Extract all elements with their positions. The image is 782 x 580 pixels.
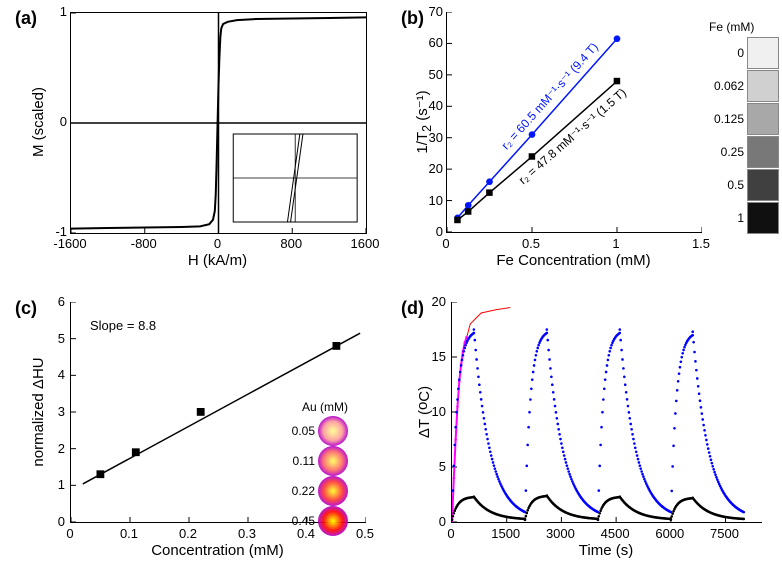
panel-b-gradient: Fe (mM)00.0620.1250.250.51	[709, 20, 779, 234]
panel-d-plot	[451, 302, 762, 523]
figure-container: (a) H (kA/m) M (scaled) -1600-8000800160…	[0, 0, 782, 580]
panel-a: (a) H (kA/m) M (scaled) -1600-8000800160…	[0, 0, 391, 290]
panel-a-plot	[70, 12, 367, 234]
panel-b: (b) r₂ = 60.5 mM⁻¹·s⁻¹ (9.4 T)r₂ = 47.8 …	[391, 0, 782, 290]
panel-b-plot: r₂ = 60.5 mM⁻¹·s⁻¹ (9.4 T)r₂ = 47.8 mM⁻¹…	[446, 12, 702, 233]
panel-d: (d) Time (s) ΔT (oC) 0150030004500600075…	[391, 290, 782, 580]
panel-d-svg	[452, 302, 762, 522]
panel-c-slope-text: Slope = 8.8	[90, 318, 156, 333]
panel-b-xlabel: Fe Concentration (mM)	[446, 252, 701, 269]
panel-d-xlabel: Time (s)	[451, 542, 761, 559]
panel-a-xlabel: H (kA/m)	[70, 252, 365, 269]
svg-text:r₂ = 60.5 mM⁻¹·s⁻¹ (9.4 T): r₂ = 60.5 mM⁻¹·s⁻¹ (9.4 T)	[498, 40, 600, 152]
panel-a-svg	[71, 13, 366, 233]
panel-c: (c) Concentration (mM) normalized ΔHU 00…	[0, 290, 391, 580]
panel-c-inset: Au (mM)0.050.110.220.45	[268, 400, 348, 536]
panel-b-svg: r₂ = 60.5 mM⁻¹·s⁻¹ (9.4 T)r₂ = 47.8 mM⁻¹…	[447, 12, 702, 232]
panel-c-xlabel: Concentration (mM)	[70, 542, 365, 559]
panel-c-ylabel: normalized ΔHU	[30, 302, 47, 522]
